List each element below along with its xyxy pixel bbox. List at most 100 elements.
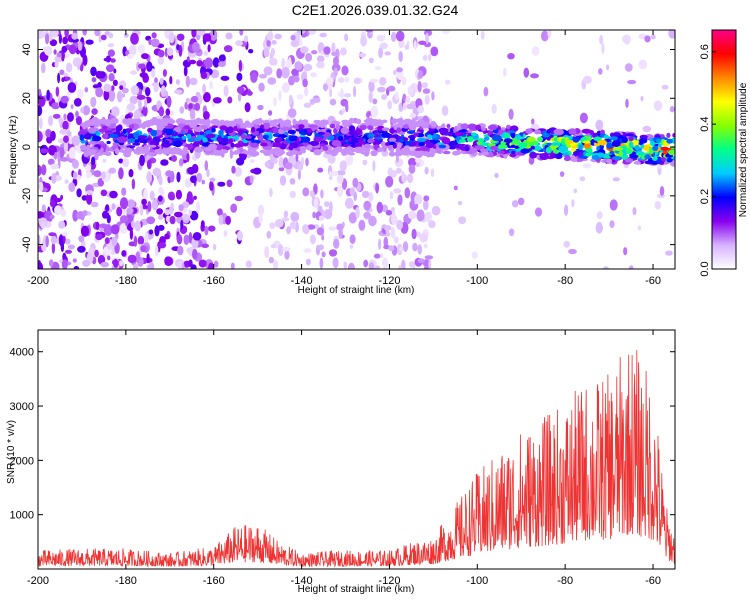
heatmap-cell [401,259,406,269]
heatmap-cell [239,30,244,36]
heatmap-cell [135,251,141,263]
heatmap-cell [189,77,198,86]
heatmap-cell [137,235,145,246]
heatmap-cell [398,51,403,62]
heatmap-cell [146,171,152,184]
heatmap-cell [573,150,581,156]
heatmap-cell [422,88,431,94]
heatmap-cell [104,237,110,245]
x-tick-label: -160 [203,575,225,587]
heatmap-cell [377,86,386,93]
heatmap-cell [52,113,61,119]
heatmap-cell [381,204,389,213]
heatmap-cell [38,130,43,143]
heatmap-cell [231,165,236,174]
heatmap-cell [287,108,297,118]
heatmap-cell [136,150,141,155]
heatmap-cell [302,224,309,234]
heatmap-cell [142,105,148,117]
heatmap-cell [118,167,124,180]
heatmap-cell [117,136,128,144]
heatmap-cell [320,189,324,199]
heatmap-cell [128,44,137,56]
x-tick-label: -160 [203,275,225,287]
heatmap-cell [246,90,253,96]
heatmap-cell [416,137,427,142]
heatmap-cell [650,34,656,40]
heatmap-cell [45,235,49,248]
heatmap-cell [441,105,449,116]
heatmap-cell [249,142,260,148]
x-tick-label: -60 [645,275,661,287]
heatmap-cell [209,180,214,191]
y-tick-label: 20 [21,92,33,104]
x-tick-label: -120 [378,575,400,587]
heatmap-cell [297,169,301,180]
heatmap-cell [157,195,163,202]
heatmap-cell [378,238,382,250]
y-tick-label: -20 [21,188,33,204]
heatmap-cell [59,146,65,159]
heatmap-cell [77,41,83,51]
heatmap-cell [73,98,82,107]
heatmap-cell [188,232,193,244]
heatmap-cell [174,89,183,95]
heatmap-cell [54,205,62,216]
heatmap-cell [107,49,115,57]
heatmap-cell [659,160,665,165]
x-tick-label: -100 [466,275,488,287]
heatmap-cell [301,136,311,143]
heatmap-cell [173,126,182,133]
heatmap-cell [523,67,530,78]
heatmap-cell [595,119,604,131]
heatmap-cell [471,251,478,259]
heatmap-cell [190,95,199,103]
heatmap-cell [426,152,432,158]
heatmap-cell [203,50,208,56]
heatmap-cell [41,164,47,176]
heatmap-cell [539,153,550,160]
colorbar-tick-label: 0.2 [699,189,711,204]
heatmap-cell [319,32,327,38]
heatmap-cell [40,148,49,154]
heatmap-cell [293,75,300,83]
heatmap-cell [442,30,450,35]
heatmap-cell [339,160,347,172]
heatmap-cell [41,62,46,74]
heatmap-cell [125,220,129,227]
heatmap-cell [95,221,100,231]
heatmap-cell [162,69,167,77]
heatmap-cell [430,46,439,57]
heatmap-cell [68,44,77,55]
heatmap-cell [77,88,84,99]
heatmap-cell [585,147,593,153]
heatmap-cell [103,83,112,92]
heatmap-cell [211,127,216,133]
heatmap-cell [87,127,97,134]
heatmap-cell [122,158,129,168]
heatmap-cell [189,122,197,129]
heatmap-cell [216,136,223,142]
heatmap-cell [108,167,117,174]
heatmap-cell [124,147,133,154]
colorbar-ticks: 0.0 0.2 0.4 0.6 [699,44,716,277]
heatmap-cell [215,144,223,151]
heatmap-cell [259,74,267,79]
heatmap-cell [207,44,211,53]
heatmap-cell [133,235,138,247]
heatmap-cell [202,33,212,42]
heatmap-cell [396,142,402,149]
heatmap-cell [178,204,184,212]
heatmap-cell [328,170,332,178]
heatmap-cell [666,132,671,138]
heatmap-cell [329,123,336,129]
heatmap-cell [85,39,94,45]
heatmap-cell [264,161,271,168]
heatmap-cell [91,156,96,166]
snr-y-label: SNR (10 * v/v) [6,420,17,484]
heatmap-cell [343,143,348,148]
heatmap-cell [80,37,84,43]
heatmap-cell [269,222,276,229]
heatmap-cell [263,47,270,58]
heatmap-cell [341,119,350,124]
